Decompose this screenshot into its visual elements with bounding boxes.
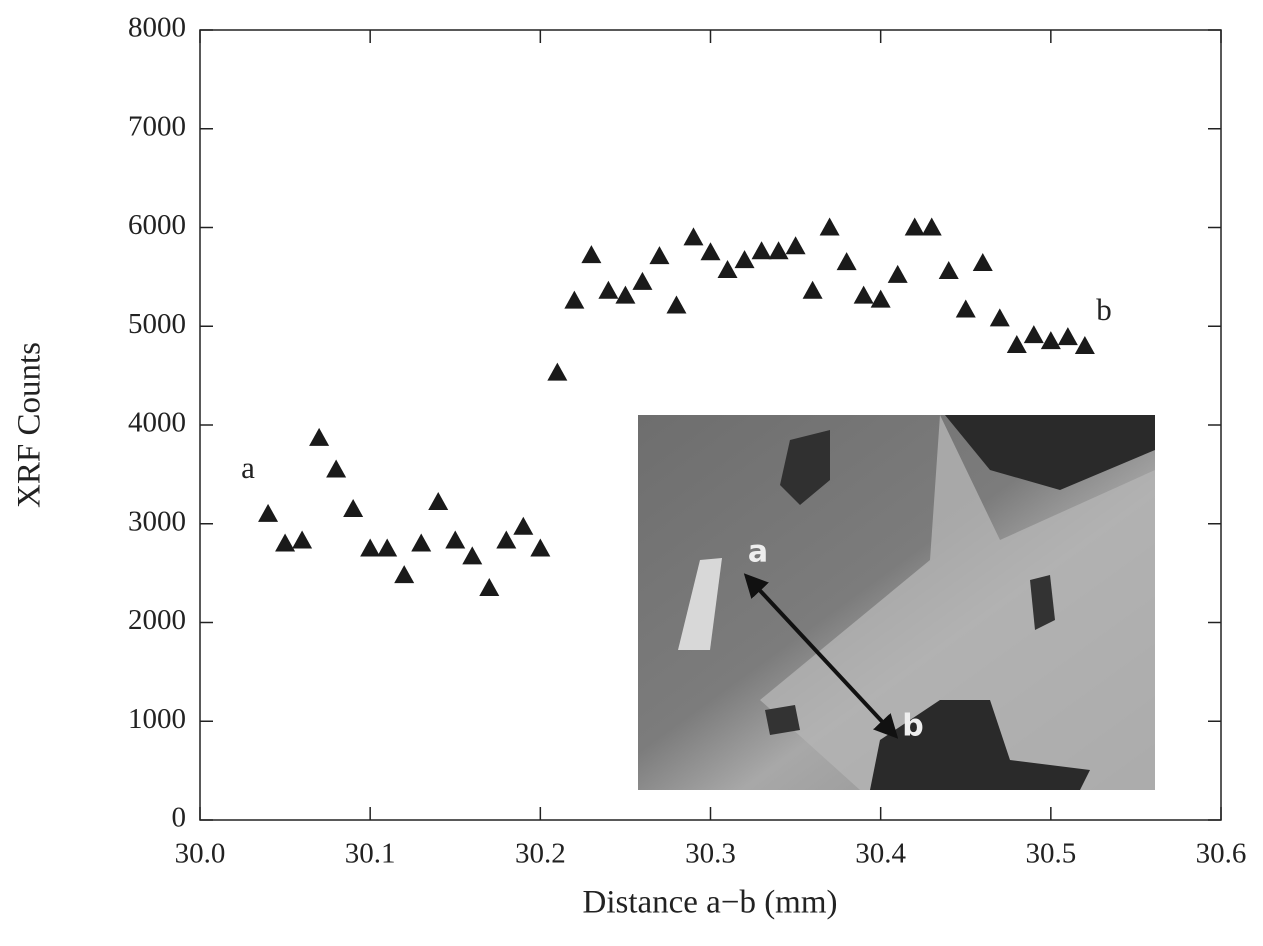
data-point bbox=[581, 245, 602, 264]
data-point bbox=[547, 362, 568, 381]
data-point bbox=[394, 565, 415, 584]
y-tick-label: 6000 bbox=[128, 209, 186, 241]
x-tick-label: 30.1 bbox=[345, 838, 396, 870]
data-point bbox=[717, 259, 738, 278]
x-tick-label: 30.0 bbox=[175, 838, 226, 870]
annotation: b bbox=[1096, 292, 1112, 327]
data-point bbox=[921, 217, 942, 236]
y-tick-label: 1000 bbox=[128, 703, 186, 735]
data-point bbox=[785, 236, 806, 255]
data-point bbox=[1057, 327, 1078, 346]
data-point bbox=[1074, 336, 1095, 354]
data-point bbox=[904, 217, 925, 236]
data-point bbox=[275, 533, 296, 552]
data-point bbox=[428, 492, 449, 511]
x-axis-label: Distance a−b (mm) bbox=[582, 885, 837, 921]
data-point bbox=[1040, 331, 1061, 350]
data-point bbox=[734, 250, 755, 269]
data-point bbox=[853, 285, 874, 304]
data-point bbox=[870, 289, 891, 308]
data-point bbox=[292, 530, 313, 549]
data-point bbox=[955, 299, 976, 318]
data-point bbox=[1023, 325, 1044, 344]
data-point bbox=[326, 459, 347, 478]
data-point bbox=[751, 241, 772, 260]
photo-dark-region bbox=[765, 705, 800, 735]
data-point bbox=[683, 227, 704, 246]
y-tick-label: 2000 bbox=[128, 604, 186, 636]
data-point bbox=[666, 295, 687, 314]
photo-arrow bbox=[743, 573, 899, 739]
photo-crystal bbox=[678, 558, 722, 650]
data-point bbox=[377, 538, 398, 557]
x-tick-label: 30.3 bbox=[685, 838, 736, 870]
inset-label: b bbox=[902, 709, 923, 744]
x-tick-label: 30.4 bbox=[855, 838, 906, 870]
photo-dark-region bbox=[945, 415, 1155, 490]
data-point bbox=[258, 503, 279, 522]
data-point bbox=[887, 264, 908, 283]
y-tick-label: 7000 bbox=[128, 110, 186, 142]
data-point bbox=[479, 577, 500, 596]
data-point bbox=[836, 252, 857, 271]
data-point bbox=[819, 217, 840, 236]
y-tick-label: 3000 bbox=[128, 505, 186, 537]
data-point bbox=[649, 246, 670, 265]
x-tick-label: 30.6 bbox=[1196, 838, 1247, 870]
data-point bbox=[598, 280, 619, 299]
x-tick-label: 30.2 bbox=[515, 838, 566, 870]
data-point bbox=[802, 280, 823, 299]
data-point bbox=[462, 546, 483, 565]
inset-label: a bbox=[748, 535, 768, 570]
y-tick-label: 0 bbox=[172, 802, 187, 834]
data-point bbox=[360, 538, 381, 557]
data-point bbox=[972, 253, 993, 272]
x-tick-label: 30.5 bbox=[1025, 838, 1076, 870]
photo-dark-region bbox=[870, 700, 1090, 790]
data-point bbox=[496, 530, 517, 549]
data-point bbox=[513, 516, 534, 535]
inset-photo bbox=[638, 415, 1155, 790]
data-point bbox=[411, 533, 432, 552]
data-point bbox=[309, 427, 330, 446]
photo-dark-region bbox=[780, 430, 830, 505]
data-point bbox=[768, 241, 789, 260]
data-point bbox=[989, 308, 1010, 327]
data-point bbox=[530, 538, 551, 557]
y-tick-label: 4000 bbox=[128, 407, 186, 439]
data-point bbox=[343, 498, 364, 517]
data-point bbox=[632, 271, 653, 290]
data-point bbox=[615, 285, 636, 304]
y-tick-label: 5000 bbox=[128, 308, 186, 340]
data-point bbox=[938, 260, 959, 279]
data-point bbox=[700, 242, 721, 261]
y-axis-label: XRF Counts bbox=[12, 342, 48, 508]
annotation: a bbox=[241, 450, 255, 485]
photo-dark-region bbox=[1030, 575, 1055, 630]
data-point bbox=[1006, 335, 1027, 354]
y-tick-label: 8000 bbox=[128, 12, 186, 44]
data-point bbox=[445, 530, 466, 549]
data-point bbox=[564, 290, 585, 309]
